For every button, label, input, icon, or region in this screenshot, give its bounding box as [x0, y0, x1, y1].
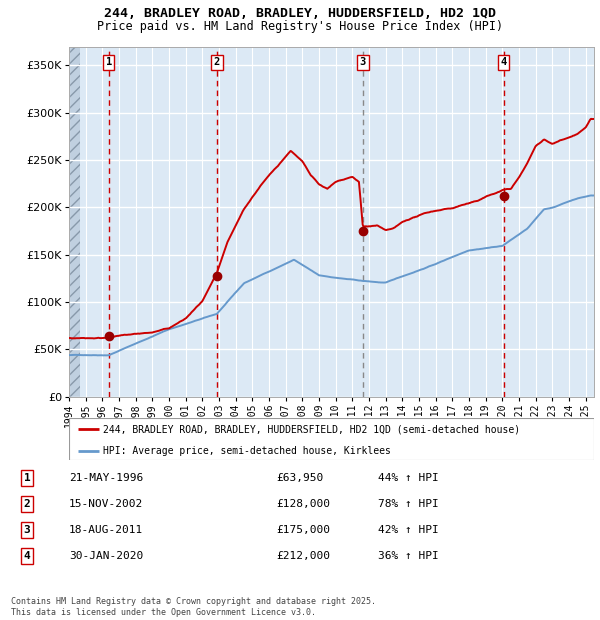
Text: 3: 3: [23, 525, 31, 535]
Text: Price paid vs. HM Land Registry's House Price Index (HPI): Price paid vs. HM Land Registry's House …: [97, 20, 503, 33]
Text: 42% ↑ HPI: 42% ↑ HPI: [378, 525, 439, 535]
Text: 15-NOV-2002: 15-NOV-2002: [69, 499, 143, 509]
Text: 78% ↑ HPI: 78% ↑ HPI: [378, 499, 439, 509]
Text: 4: 4: [500, 57, 507, 67]
Text: £128,000: £128,000: [276, 499, 330, 509]
Text: 1: 1: [106, 57, 112, 67]
Text: 44% ↑ HPI: 44% ↑ HPI: [378, 473, 439, 483]
Text: 2: 2: [23, 499, 31, 509]
Text: 30-JAN-2020: 30-JAN-2020: [69, 551, 143, 561]
Text: 21-MAY-1996: 21-MAY-1996: [69, 473, 143, 483]
Text: £212,000: £212,000: [276, 551, 330, 561]
Text: Contains HM Land Registry data © Crown copyright and database right 2025.
This d: Contains HM Land Registry data © Crown c…: [11, 598, 376, 617]
Text: 36% ↑ HPI: 36% ↑ HPI: [378, 551, 439, 561]
Text: 2: 2: [214, 57, 220, 67]
Bar: [69, 46, 80, 397]
Text: £63,950: £63,950: [276, 473, 323, 483]
Text: £175,000: £175,000: [276, 525, 330, 535]
Text: 244, BRADLEY ROAD, BRADLEY, HUDDERSFIELD, HD2 1QD: 244, BRADLEY ROAD, BRADLEY, HUDDERSFIELD…: [104, 7, 496, 20]
Text: 1: 1: [23, 473, 31, 483]
Text: 3: 3: [360, 57, 366, 67]
Text: HPI: Average price, semi-detached house, Kirklees: HPI: Average price, semi-detached house,…: [103, 446, 391, 456]
Text: 4: 4: [23, 551, 31, 561]
Text: 244, BRADLEY ROAD, BRADLEY, HUDDERSFIELD, HD2 1QD (semi-detached house): 244, BRADLEY ROAD, BRADLEY, HUDDERSFIELD…: [103, 424, 520, 434]
Text: 18-AUG-2011: 18-AUG-2011: [69, 525, 143, 535]
